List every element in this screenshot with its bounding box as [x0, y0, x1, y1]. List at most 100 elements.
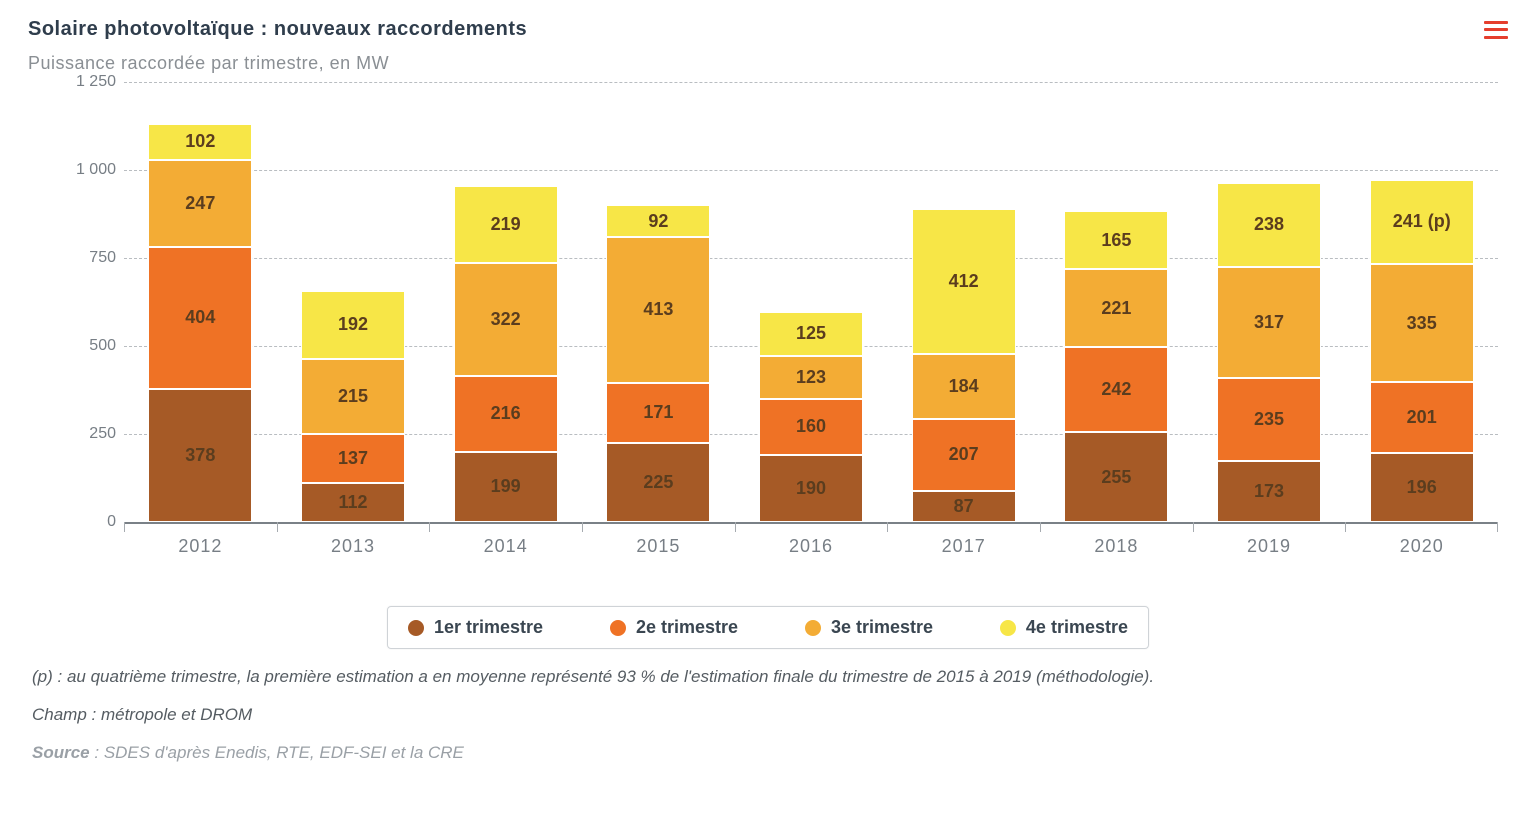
- stacked-bar[interactable]: 87 207 184412: [912, 209, 1016, 522]
- footnote-p: (p) : au quatrième trimestre, la premièr…: [32, 667, 1504, 687]
- bar-segment-q4[interactable]: 412: [912, 209, 1016, 354]
- x-slot: 2017: [887, 522, 1040, 582]
- bar-segment-q4[interactable]: 125: [759, 312, 863, 356]
- x-tick-label: 2020: [1345, 536, 1498, 557]
- bar-segment-label: 207: [949, 444, 979, 465]
- legend-swatch: [610, 620, 626, 636]
- y-tick-label: 500: [89, 337, 116, 355]
- bar-segment-label: 221: [1101, 298, 1131, 319]
- bar-segment-q4[interactable]: 92: [606, 205, 710, 237]
- bar-segment-q3[interactable]: 221: [1064, 269, 1168, 347]
- x-tick: [277, 522, 278, 532]
- y-axis: 02505007501 0001 250: [28, 82, 120, 522]
- bar-segment-q3[interactable]: 317: [1217, 267, 1321, 379]
- stacked-bar[interactable]: 196 201335241 (p): [1370, 180, 1474, 522]
- footnote-champ: Champ : métropole et DROM: [32, 705, 1504, 725]
- bar-segment-q2[interactable]: 137: [301, 434, 405, 482]
- x-tick-label: 2018: [1040, 536, 1193, 557]
- legend-item[interactable]: 1er trimestre: [408, 617, 543, 638]
- stacked-bar[interactable]: 112137215 192: [301, 291, 405, 522]
- bar-slot: 378 404 247102: [124, 124, 277, 522]
- bar-segment-q1[interactable]: 87: [912, 491, 1016, 522]
- legend-item[interactable]: 3e trimestre: [805, 617, 933, 638]
- bar-segment-q2[interactable]: 201: [1370, 382, 1474, 453]
- legend-item[interactable]: 4e trimestre: [1000, 617, 1128, 638]
- source-label: Source: [32, 743, 90, 762]
- bar-segment-q2[interactable]: 171: [606, 383, 710, 443]
- bar-segment-q3[interactable]: 247: [148, 160, 252, 247]
- chart-plot-area: 02505007501 0001 250 3784042471021121372…: [28, 82, 1508, 582]
- bar-segment-q2[interactable]: 242: [1064, 347, 1168, 432]
- bar-segment-label: 404: [185, 307, 215, 328]
- bar-segment-q3[interactable]: 123: [759, 356, 863, 399]
- bar-segment-q4[interactable]: 219: [454, 186, 558, 263]
- bar-segment-label: 199: [491, 476, 521, 497]
- x-tick: [1040, 522, 1041, 532]
- bar-segment-label: 378: [185, 445, 215, 466]
- bar-segment-q1[interactable]: 378: [148, 389, 252, 522]
- bar-segment-q3[interactable]: 322: [454, 263, 558, 376]
- y-tick-label: 750: [89, 249, 116, 267]
- bar-segment-q4[interactable]: 165: [1064, 211, 1168, 269]
- x-tick: [735, 522, 736, 532]
- legend-label: 1er trimestre: [434, 617, 543, 638]
- legend-swatch: [1000, 620, 1016, 636]
- chart-subtitle: Puissance raccordée par trimestre, en MW: [28, 53, 1508, 74]
- bar-segment-q2[interactable]: 404: [148, 247, 252, 389]
- x-slot: 2013: [277, 522, 430, 582]
- legend-swatch: [408, 620, 424, 636]
- x-slot: 2014: [429, 522, 582, 582]
- bar-segment-q2[interactable]: 216: [454, 376, 558, 452]
- bar-segment-q4[interactable]: 241 (p): [1370, 180, 1474, 265]
- bar-segment-label: 413: [643, 299, 673, 320]
- bar-segment-q2[interactable]: 235: [1217, 378, 1321, 461]
- legend: 1er trimestre 2e trimestre 3e trimestre 4e …: [387, 606, 1149, 649]
- bar-segment-q1[interactable]: 255: [1064, 432, 1168, 522]
- bar-segment-q4[interactable]: 102: [148, 124, 252, 160]
- x-tick-label: 2017: [887, 536, 1040, 557]
- stacked-bar[interactable]: 255 242 221 165: [1064, 211, 1168, 522]
- bar-slot: 112137215 192: [277, 291, 430, 522]
- stacked-bar[interactable]: 378 404 247102: [148, 124, 252, 522]
- bar-segment-q4[interactable]: 238: [1217, 183, 1321, 267]
- bar-segment-q1[interactable]: 199: [454, 452, 558, 522]
- bar-segment-q1[interactable]: 190: [759, 455, 863, 522]
- stacked-bar[interactable]: 199 216322219: [454, 186, 558, 523]
- x-slot: 2016: [735, 522, 888, 582]
- stacked-bar[interactable]: 190 160 123125: [759, 312, 863, 522]
- chart-title: Solaire photovoltaïque : nouveaux raccor…: [28, 18, 1484, 41]
- bar-segment-label: 196: [1407, 477, 1437, 498]
- footnote-source: Source : SDES d'après Enedis, RTE, EDF-S…: [32, 743, 1504, 763]
- bar-segment-q2[interactable]: 207: [912, 419, 1016, 492]
- bar-segment-label: 190: [796, 478, 826, 499]
- x-tick: [429, 522, 430, 532]
- bar-segment-label: 192: [338, 314, 368, 335]
- x-slot: 2019: [1193, 522, 1346, 582]
- bar-segment-q1[interactable]: 112: [301, 483, 405, 522]
- y-tick-label: 1 250: [76, 73, 116, 91]
- bar-slot: 225171 413 92: [582, 205, 735, 522]
- bar-segment-q2[interactable]: 160: [759, 399, 863, 455]
- bar-segment-q3[interactable]: 335: [1370, 264, 1474, 382]
- hamburger-menu-icon[interactable]: [1484, 21, 1508, 39]
- stacked-bar[interactable]: 225171 413 92: [606, 205, 710, 522]
- x-tick-label: 2016: [735, 536, 888, 557]
- bar-segment-q1[interactable]: 225: [606, 443, 710, 522]
- x-tick-label: 2013: [277, 536, 430, 557]
- bar-segment-q1[interactable]: 173: [1217, 461, 1321, 522]
- bar-segment-q3[interactable]: 413: [606, 237, 710, 382]
- legend-item[interactable]: 2e trimestre: [610, 617, 738, 638]
- x-tick: [582, 522, 583, 532]
- bar-segment-q1[interactable]: 196: [1370, 453, 1474, 522]
- bar-segment-label: 160: [796, 416, 826, 437]
- bar-segment-q3[interactable]: 184: [912, 354, 1016, 419]
- bar-segment-label: 242: [1101, 379, 1131, 400]
- legend-swatch: [805, 620, 821, 636]
- bar-segment-q3[interactable]: 215: [301, 359, 405, 435]
- legend-label: 3e trimestre: [831, 617, 933, 638]
- bar-segment-q4[interactable]: 192: [301, 291, 405, 359]
- stacked-bar[interactable]: 173235317238: [1217, 183, 1321, 522]
- bar-segment-label: 92: [648, 211, 668, 232]
- y-tick-label: 1 000: [76, 161, 116, 179]
- y-tick-label: 250: [89, 425, 116, 443]
